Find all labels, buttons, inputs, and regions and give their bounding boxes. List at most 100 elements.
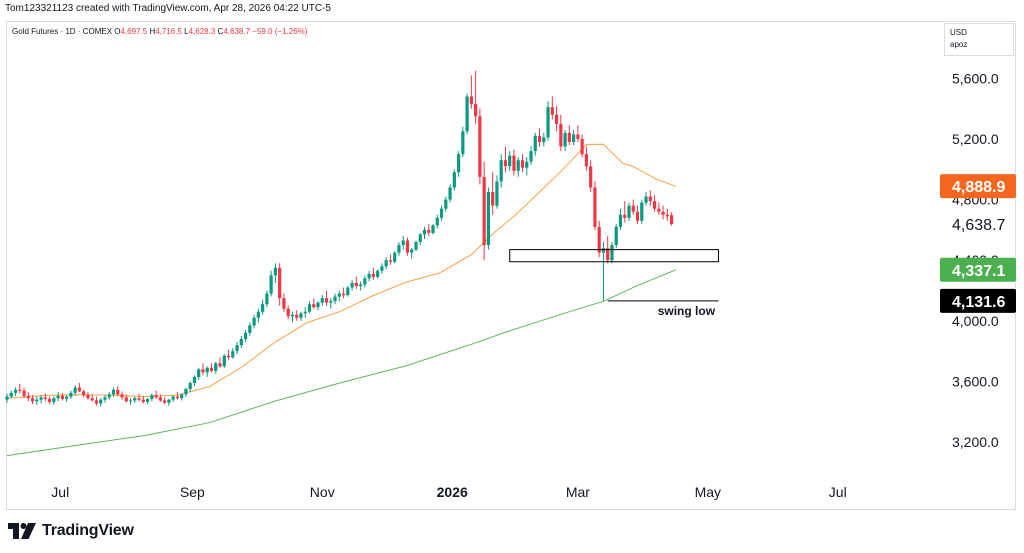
candle-body (482, 176, 486, 246)
candle-body (145, 398, 150, 402)
candle-body (337, 293, 341, 297)
ma200-line (6, 269, 677, 457)
candle-body (226, 355, 231, 358)
candle-body (69, 392, 73, 397)
candle-body (290, 314, 295, 317)
candle-body (465, 96, 469, 132)
candle-body (516, 160, 520, 171)
brand-name: TradingView (42, 522, 134, 539)
candle-body (346, 287, 350, 296)
candle-body (580, 138, 584, 155)
candle-body (265, 293, 269, 305)
candle-body (572, 134, 576, 143)
candle-body (99, 399, 103, 404)
x-tick-label: Mar (566, 484, 590, 500)
candle-body (124, 397, 128, 402)
x-tick-label: Jul (829, 484, 847, 500)
candle-body (167, 399, 171, 403)
candle-body (627, 205, 631, 218)
candle-body (533, 135, 537, 152)
candle-body (52, 398, 56, 402)
candle-body (39, 397, 43, 400)
candle-body (550, 107, 554, 115)
candle-body (299, 313, 303, 318)
candle-body (231, 351, 235, 358)
candle-body (542, 137, 546, 143)
candle-body (73, 387, 77, 393)
candle-body (363, 278, 367, 285)
candle-body (537, 135, 542, 143)
candle-body (380, 266, 384, 271)
candle-body (107, 394, 111, 398)
candle-body (371, 273, 375, 277)
candle-body (205, 367, 209, 373)
high-value: 4,716.5 (155, 27, 182, 36)
candle-body (94, 400, 99, 404)
candle-body (618, 214, 623, 227)
candle-body (235, 345, 239, 352)
candle-body (456, 154, 461, 173)
candle-body (150, 395, 154, 399)
candle-body (60, 395, 64, 399)
candle-body (141, 399, 145, 402)
candle-body (341, 293, 346, 296)
candle-body (593, 187, 597, 227)
candle-body (652, 201, 657, 209)
support-zone-box (509, 249, 719, 263)
candle-body (397, 245, 401, 253)
ema50-price-tag (940, 174, 1016, 199)
candle-body (606, 248, 610, 261)
candle-body (26, 395, 30, 399)
swing-low-price-label: 4,131.6 (952, 294, 1005, 311)
candle-body (286, 308, 290, 317)
candle-body (316, 302, 320, 308)
candle-body (184, 389, 188, 395)
candle-body (439, 208, 444, 218)
candle-body (333, 296, 337, 302)
candle-body (401, 240, 405, 246)
symbol-title: Gold Futures · 1D · COMEX (12, 27, 113, 36)
candle-body (86, 395, 90, 399)
candle-body (495, 181, 499, 206)
candle-body (525, 161, 529, 168)
candle-body (9, 392, 13, 397)
candle-body (201, 369, 205, 373)
candle-body (520, 160, 525, 168)
x-tick-label: Sep (180, 484, 205, 500)
candle-body (5, 396, 9, 400)
candle-body (512, 155, 516, 171)
candle-body (418, 234, 422, 243)
y-tick-label: 3,200.0 (952, 434, 999, 450)
candle-body (120, 394, 124, 398)
x-tick-label: May (695, 484, 721, 500)
x-tick-label: Nov (310, 484, 335, 500)
candle-body (474, 104, 478, 117)
candle-body (116, 389, 120, 395)
candle-body (197, 369, 201, 377)
candle-body (452, 172, 456, 188)
candle-body (43, 397, 47, 399)
candle-body (243, 332, 248, 340)
candle-body (359, 284, 363, 286)
candle-body (295, 314, 299, 318)
candle-body (252, 317, 256, 326)
candle-body (171, 396, 175, 400)
candle-body (248, 325, 252, 333)
candle-body (35, 399, 39, 402)
candle-body (222, 355, 226, 367)
candle-body (431, 225, 435, 233)
candle-body (158, 397, 162, 401)
candle-body (18, 389, 22, 391)
candle-body (444, 199, 448, 209)
candle-body (239, 339, 243, 346)
change-value: −59.0 (−1.26%) (252, 27, 308, 36)
candle-body (56, 395, 60, 399)
candle-body (261, 304, 265, 312)
candle-body (103, 397, 107, 400)
candle-body (256, 311, 260, 318)
candle-body (354, 282, 358, 286)
candle-body (128, 400, 133, 402)
candle-body (388, 260, 393, 262)
currency-box[interactable]: USD apoz (944, 23, 1014, 56)
